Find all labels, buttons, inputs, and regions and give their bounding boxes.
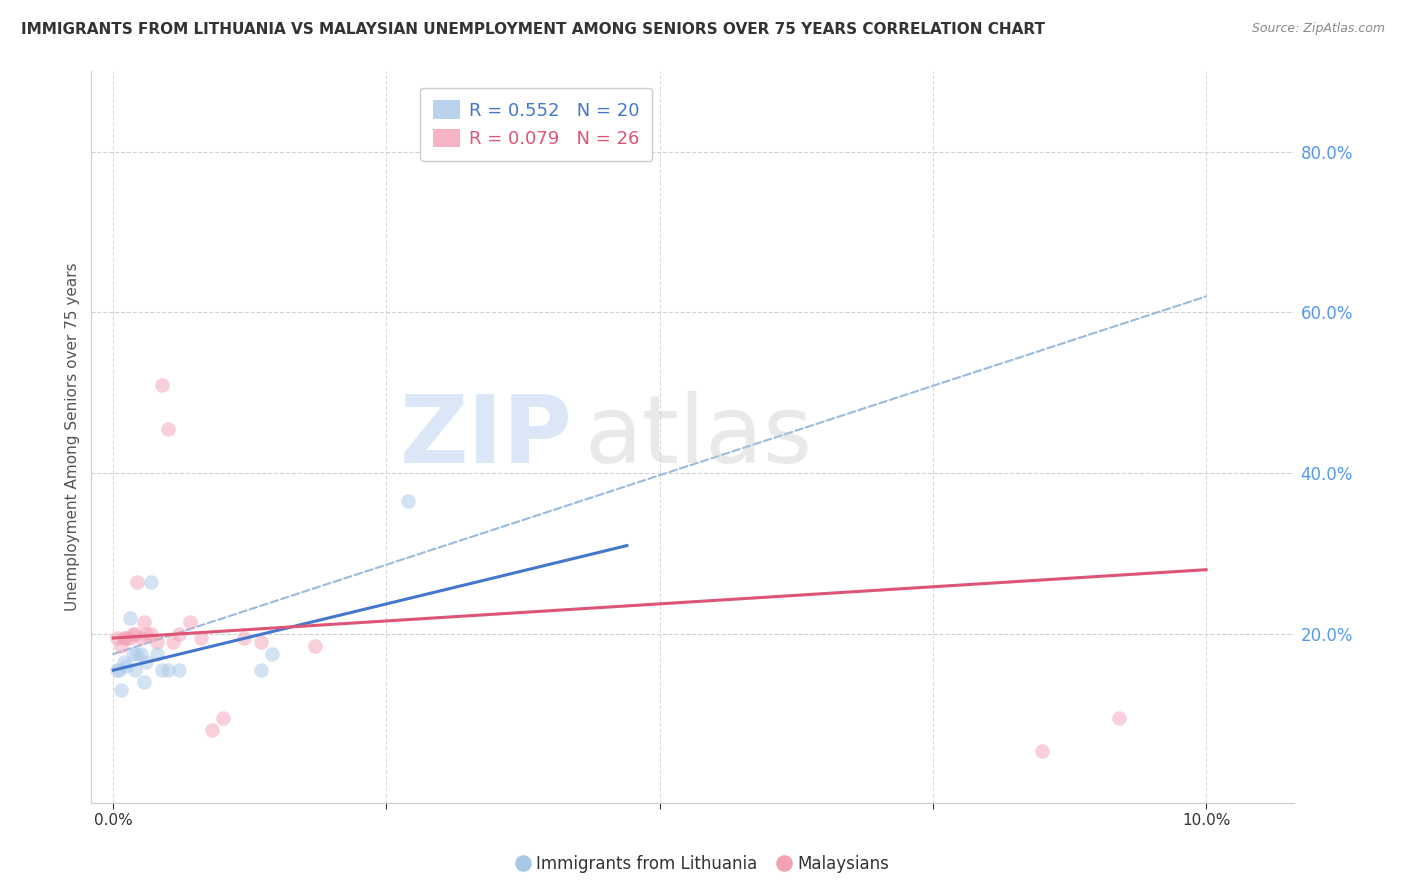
Point [156,422,179,436]
Text: Source: ZipAtlas.com: Source: ZipAtlas.com [1251,22,1385,36]
Point [152,377,174,392]
Point [127,574,149,589]
Point [118,611,141,625]
Point [190,631,212,645]
Point [112,655,135,669]
Legend: Immigrants from Lithuania, Malaysians: Immigrants from Lithuania, Malaysians [510,848,896,880]
Legend: R = 0.552   N = 20, R = 0.079   N = 26: R = 0.552 N = 20, R = 0.079 N = 26 [420,87,652,161]
Text: IMMIGRANTS FROM LITHUANIA VS MALAYSIAN UNEMPLOYMENT AMONG SENIORS OVER 75 YEARS : IMMIGRANTS FROM LITHUANIA VS MALAYSIAN U… [21,22,1045,37]
Text: atlas: atlas [585,391,813,483]
Point [146,647,169,661]
Y-axis label: Unemployment Among Seniors over 75 years: Unemployment Among Seniors over 75 years [65,263,80,611]
Point [141,574,163,589]
Point [110,683,132,698]
Point [167,627,190,641]
Point [107,663,129,677]
Point [115,631,138,645]
Point [132,675,155,690]
Point [146,635,169,649]
Text: ZIP: ZIP [399,391,572,483]
Point [127,647,149,661]
Point [115,659,138,673]
Point [135,655,157,669]
Point [162,635,184,649]
Point [304,639,326,653]
Point [122,627,145,641]
Point [249,635,271,649]
Point [122,647,145,661]
Point [396,494,419,508]
Point [105,631,128,645]
Point [124,663,146,677]
Point [156,663,179,677]
Point [233,631,256,645]
Point [129,647,152,661]
Point [118,631,141,645]
Point [152,663,174,677]
Point [249,663,271,677]
Point [105,663,128,677]
Point [112,631,135,645]
Point [260,647,283,661]
Point [129,631,152,645]
Point [132,615,155,629]
Point [1031,743,1053,757]
Point [211,711,233,725]
Point [110,639,132,653]
Point [1108,711,1130,725]
Point [135,627,157,641]
Point [201,723,224,738]
Point [124,627,146,641]
Point [167,663,190,677]
Point [179,615,201,629]
Point [141,627,163,641]
